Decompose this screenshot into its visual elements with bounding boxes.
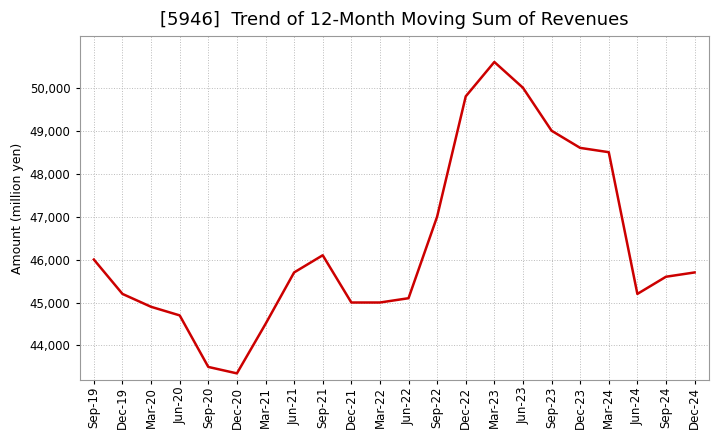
Y-axis label: Amount (million yen): Amount (million yen) xyxy=(11,143,24,274)
Title: [5946]  Trend of 12-Month Moving Sum of Revenues: [5946] Trend of 12-Month Moving Sum of R… xyxy=(160,11,629,29)
